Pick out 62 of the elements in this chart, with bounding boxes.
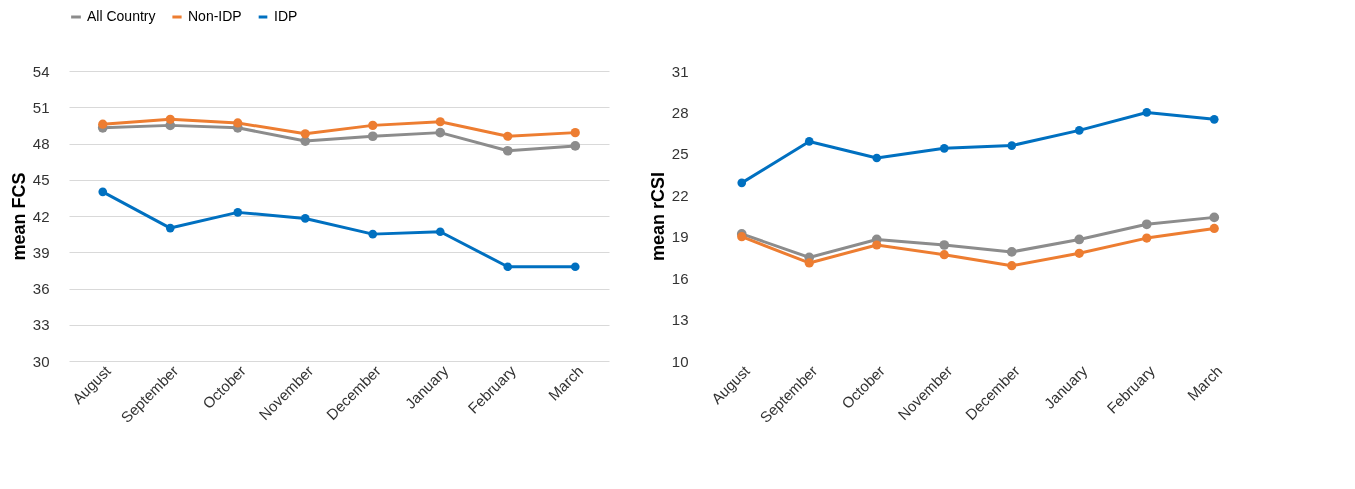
point	[1006, 247, 1017, 257]
point	[435, 117, 445, 127]
point	[1142, 108, 1152, 117]
point	[939, 144, 949, 153]
y-tick-label: 36	[32, 280, 50, 297]
point	[233, 208, 243, 217]
point	[1141, 219, 1152, 230]
point	[872, 153, 882, 163]
point	[367, 131, 378, 142]
point	[570, 141, 581, 151]
point	[1209, 115, 1219, 124]
point	[1007, 141, 1017, 150]
point	[872, 240, 882, 250]
point	[435, 127, 446, 138]
point	[804, 137, 814, 146]
point	[503, 131, 513, 141]
y-tick-label: 25	[671, 145, 689, 163]
y-tick-label: 28	[671, 103, 689, 121]
y-tick-label: 51	[32, 98, 50, 116]
point	[300, 214, 310, 223]
point	[1007, 261, 1017, 271]
point	[300, 129, 310, 139]
point	[1074, 234, 1085, 245]
point	[233, 118, 243, 128]
legend-label: Non-IDP	[188, 8, 242, 24]
legend-label: All Country	[87, 8, 156, 24]
point	[1142, 233, 1152, 243]
y-tick-label: 10	[671, 352, 689, 370]
point	[939, 240, 950, 250]
point	[435, 227, 445, 237]
y-tick-label: 54	[32, 62, 50, 80]
point	[1074, 126, 1084, 135]
y-axis-title: mean rCSI	[647, 171, 668, 262]
point	[368, 120, 378, 130]
legend-label: IDP	[274, 8, 298, 24]
y-tick-label: 22	[671, 186, 689, 204]
point	[502, 145, 513, 156]
point	[165, 114, 175, 124]
y-tick-label: 48	[32, 135, 50, 152]
point	[503, 262, 513, 272]
point	[804, 258, 814, 268]
point	[737, 178, 747, 188]
point	[1074, 248, 1084, 258]
point	[98, 119, 108, 129]
y-axis-title: mean FCS	[8, 172, 29, 261]
y-tick-label: 33	[32, 316, 50, 334]
y-tick-label: 16	[671, 269, 689, 287]
y-tick-label: 39	[32, 243, 50, 261]
point	[368, 229, 378, 239]
point	[1209, 223, 1219, 234]
point	[939, 250, 949, 260]
point	[570, 262, 580, 272]
y-tick-label: 42	[32, 207, 50, 225]
y-tick-label: 13	[671, 311, 689, 329]
point	[98, 187, 108, 197]
y-tick-label: 31	[671, 62, 689, 80]
point	[570, 128, 580, 138]
y-tick-label: 30	[32, 352, 50, 370]
point	[165, 223, 175, 233]
point	[1209, 212, 1220, 223]
y-tick-label: 19	[671, 228, 689, 246]
y-tick-label: 45	[32, 171, 50, 189]
